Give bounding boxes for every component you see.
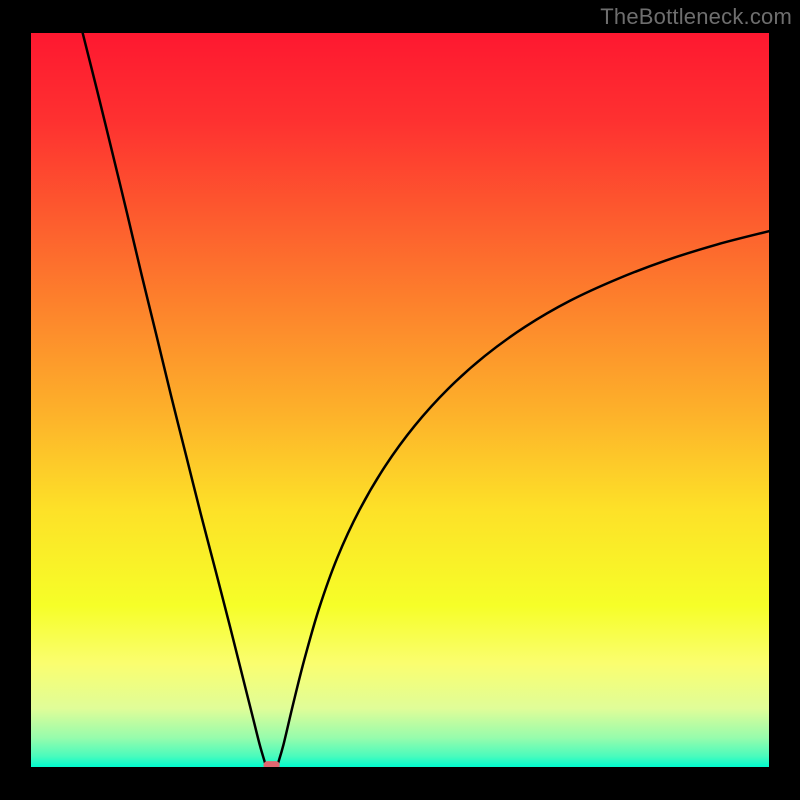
watermark-text: TheBottleneck.com bbox=[600, 4, 792, 30]
bottleneck-chart bbox=[0, 0, 800, 800]
chart-svg bbox=[0, 0, 800, 800]
